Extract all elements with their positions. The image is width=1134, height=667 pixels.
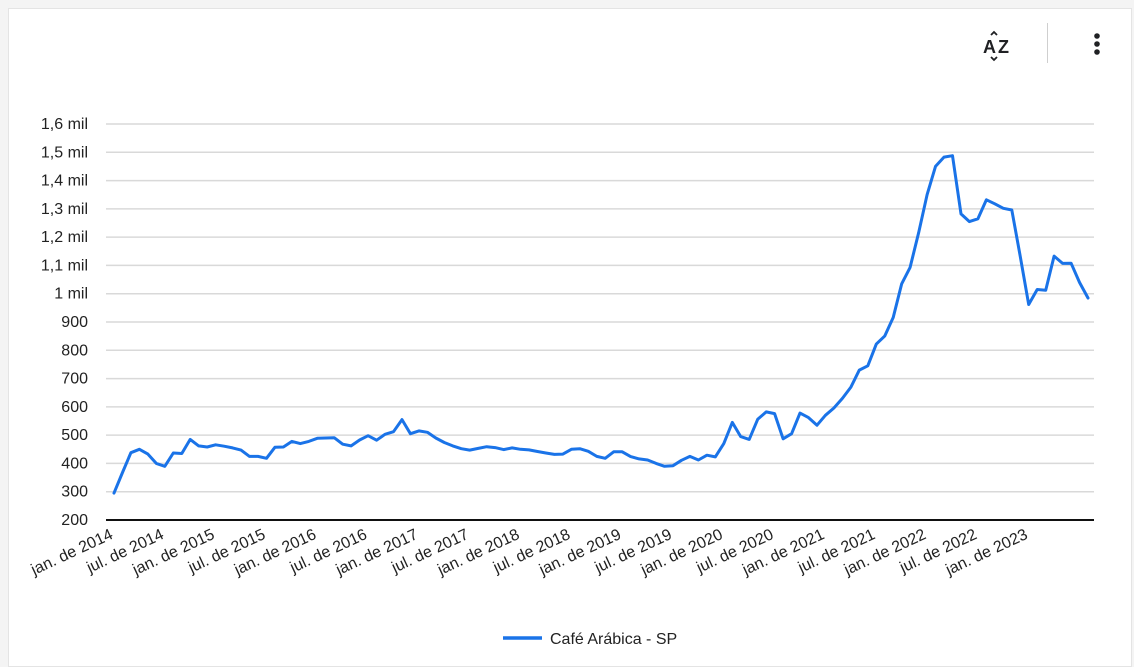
svg-text:Z: Z: [998, 37, 1009, 57]
y-tick-label: 1,3 mil: [41, 201, 88, 218]
legend: Café Arábica - SP: [503, 631, 677, 648]
sort-az-button[interactable]: A Z: [981, 29, 1017, 65]
y-tick-label: 1,1 mil: [41, 257, 88, 274]
series-line: [112, 154, 1090, 495]
sort-az-icon: A Z: [983, 30, 1009, 62]
series-group: [112, 154, 1090, 495]
y-tick-label: 1,2 mil: [41, 229, 88, 246]
y-tick-label: 500: [61, 427, 88, 444]
y-tick-label: 800: [61, 342, 88, 359]
gridlines: [106, 123, 1094, 493]
y-tick-label: 900: [61, 314, 88, 331]
svg-text:A: A: [983, 37, 996, 57]
y-tick-label: 1,6 mil: [41, 116, 88, 133]
y-tick-label: 1,5 mil: [41, 144, 88, 161]
y-axis-ticks: 200 300 400 500 600 700 800 900 1 mil 1,1 mil 1,2 …: [41, 116, 88, 529]
legend-label: Café Arábica - SP: [550, 631, 677, 648]
y-tick-label: 700: [61, 371, 88, 388]
more-options-button[interactable]: [1087, 29, 1107, 65]
more-vertical-icon: [1094, 33, 1100, 55]
y-tick-label: 200: [61, 512, 88, 529]
y-tick-label: 400: [61, 455, 88, 472]
y-tick-label: 1,4 mil: [41, 173, 88, 190]
y-tick-label: 1 mil: [54, 286, 88, 303]
toolbar-divider: [1047, 23, 1048, 63]
y-tick-label: 300: [61, 484, 88, 501]
chart-card: A Z: [8, 8, 1132, 667]
y-tick-label: 600: [61, 399, 88, 416]
